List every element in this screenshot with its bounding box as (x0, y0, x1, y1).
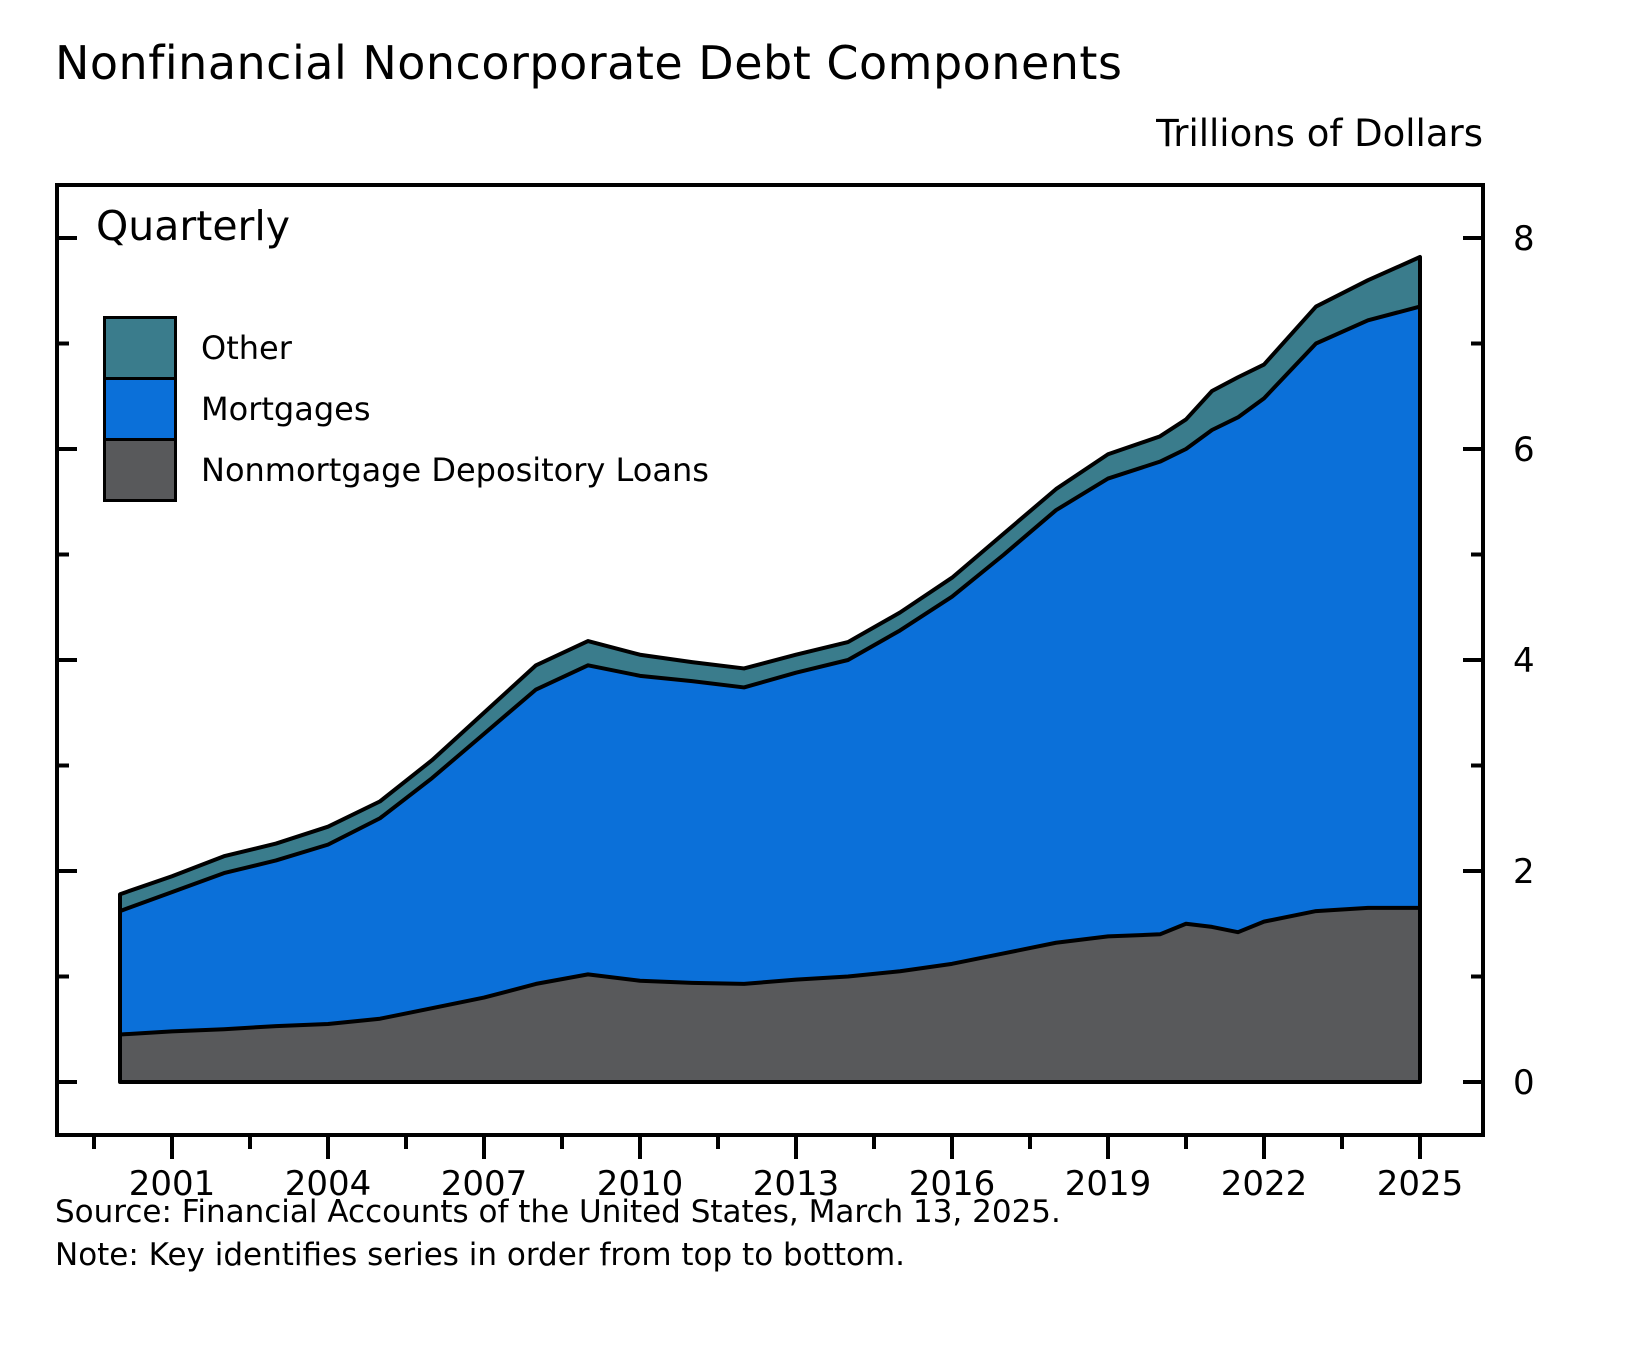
y-axis-labels: 0 2 4 6 8 (1513, 219, 1535, 1103)
x-tick-label: 2007 (441, 1164, 528, 1204)
legend-label-mortgages: Mortgages (201, 390, 371, 428)
band-nonmortgage-depository-loans (120, 907, 1420, 1082)
legend: Other Mortgages Nonmortgage Depository L… (103, 316, 709, 502)
frequency-label: Quarterly (96, 202, 291, 250)
y-axis-ticks (57, 236, 1483, 1084)
boundary-line (119, 905, 1420, 1037)
band-outlines (118, 254, 1422, 1084)
legend-label-nonmortgage-depository-loans: Nonmortgage Depository Loans (201, 451, 709, 489)
x-tick-label: 2001 (129, 1164, 216, 1204)
x-tick-label: 2022 (1221, 1164, 1308, 1204)
total-outline (118, 254, 1422, 1084)
boundary-line (119, 304, 1421, 913)
chart-title: Nonfinancial Noncorporate Debt Component… (55, 36, 1123, 90)
x-axis-labels: 2001 2004 2007 2010 2013 2016 2019 2022 2025 (129, 1164, 1464, 1204)
x-tick-label: 2016 (909, 1164, 996, 1204)
y-tick-label: 6 (1513, 430, 1535, 470)
x-tick-label: 2010 (597, 1164, 684, 1204)
legend-swatch-other (103, 316, 177, 380)
y-tick-label: 8 (1513, 219, 1535, 259)
key-note: Note: Key identifies series in order fro… (55, 1237, 906, 1273)
legend-item-nonmortgage-depository-loans: Nonmortgage Depository Loans (103, 438, 709, 502)
legend-item-other: Other (103, 316, 709, 380)
legend-swatch-nonmortgage-depository-loans (103, 438, 177, 502)
x-axis-ticks (92, 1135, 1422, 1159)
y-tick-label: 0 (1513, 1063, 1535, 1103)
legend-label-other: Other (201, 329, 292, 367)
x-tick-label: 2019 (1065, 1164, 1152, 1204)
source-note: Source: Financial Accounts of the United… (55, 1194, 1061, 1230)
legend-swatch-mortgages (103, 377, 177, 441)
x-tick-label: 2025 (1377, 1164, 1464, 1204)
y-tick-label: 2 (1513, 852, 1535, 892)
x-tick-label: 2004 (285, 1164, 372, 1204)
y-tick-label: 4 (1513, 641, 1535, 681)
x-tick-label: 2013 (753, 1164, 840, 1204)
legend-item-mortgages: Mortgages (103, 377, 709, 441)
y-axis-units-label: Trillions of Dollars (1156, 112, 1483, 155)
